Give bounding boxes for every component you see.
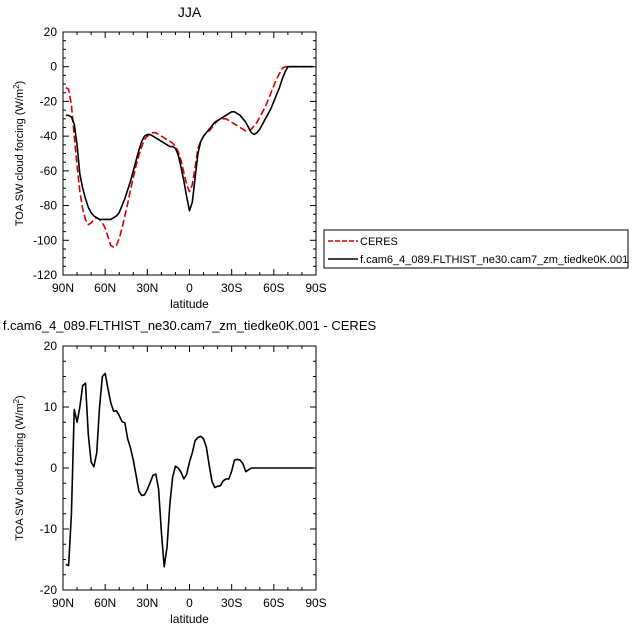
y-tick-label: -10 bbox=[40, 522, 58, 536]
x-tick-label: 0 bbox=[186, 281, 193, 295]
x-tick-label: 60N bbox=[94, 596, 116, 610]
y-tick-label: 20 bbox=[44, 25, 58, 39]
y-tick-label: 10 bbox=[44, 400, 58, 414]
x-tick-label: 90N bbox=[52, 281, 74, 295]
plot-frame bbox=[62, 31, 317, 276]
y-tick-label: -80 bbox=[40, 199, 58, 213]
x-tick-label: 60S bbox=[263, 596, 284, 610]
y-tick-label: -20 bbox=[40, 94, 58, 108]
y-tick-label: -60 bbox=[40, 164, 58, 178]
x-tick-label: 90S bbox=[305, 281, 326, 295]
legend-label: CERES bbox=[360, 236, 398, 248]
chart-panel-1: JJA 90N 60N 30N 0 30S 60S 90S -120 -100 -80 -60 -40 -… bbox=[12, 4, 629, 311]
series-line-model bbox=[65, 65, 314, 221]
y-axis-label: TOA SW cloud forcing (W/m2) bbox=[12, 81, 26, 226]
x-tick-label: 0 bbox=[186, 596, 193, 610]
x-tick-label: 30S bbox=[221, 281, 242, 295]
x-tick-label: 90N bbox=[52, 596, 74, 610]
legend-box bbox=[323, 229, 629, 269]
series-line-ceres bbox=[65, 65, 314, 249]
y-tick-label: -120 bbox=[33, 268, 57, 282]
x-tick-label: 90S bbox=[305, 596, 326, 610]
x-axis-label: latitude bbox=[170, 612, 209, 626]
legend: CERES f.cam6_4_089.FLTHIST_ne30.cam7_zm_t… bbox=[323, 229, 629, 269]
legend-label: f.cam6_4_089.FLTHIST_ne30.cam7_zm_tiedke… bbox=[360, 254, 628, 266]
y-tick-label: -20 bbox=[40, 583, 58, 597]
x-tick-label: 60N bbox=[94, 281, 116, 295]
y-tick-label: 0 bbox=[50, 461, 57, 475]
chart-panel-2: f.cam6_4_089.FLTHIST_ne30.cam7_zm_tiedke… bbox=[3, 318, 377, 626]
y-tick-label: -40 bbox=[40, 129, 58, 143]
y-axis-label: TOA SW cloud forcing (W/m2) bbox=[12, 395, 26, 540]
x-tick-label: 30S bbox=[221, 596, 242, 610]
x-axis-label: latitude bbox=[170, 297, 209, 311]
chart-title: JJA bbox=[178, 4, 202, 20]
y-tick-label: -100 bbox=[33, 233, 57, 247]
x-tick-label: 60S bbox=[263, 281, 284, 295]
series-line-difference bbox=[65, 372, 314, 568]
chart-title: f.cam6_4_089.FLTHIST_ne30.cam7_zm_tiedke… bbox=[3, 318, 377, 333]
y-tick-label: 20 bbox=[44, 339, 58, 353]
y-tick-label: 0 bbox=[50, 60, 57, 74]
x-tick-label: 30N bbox=[136, 596, 158, 610]
x-tick-label: 30N bbox=[136, 281, 158, 295]
